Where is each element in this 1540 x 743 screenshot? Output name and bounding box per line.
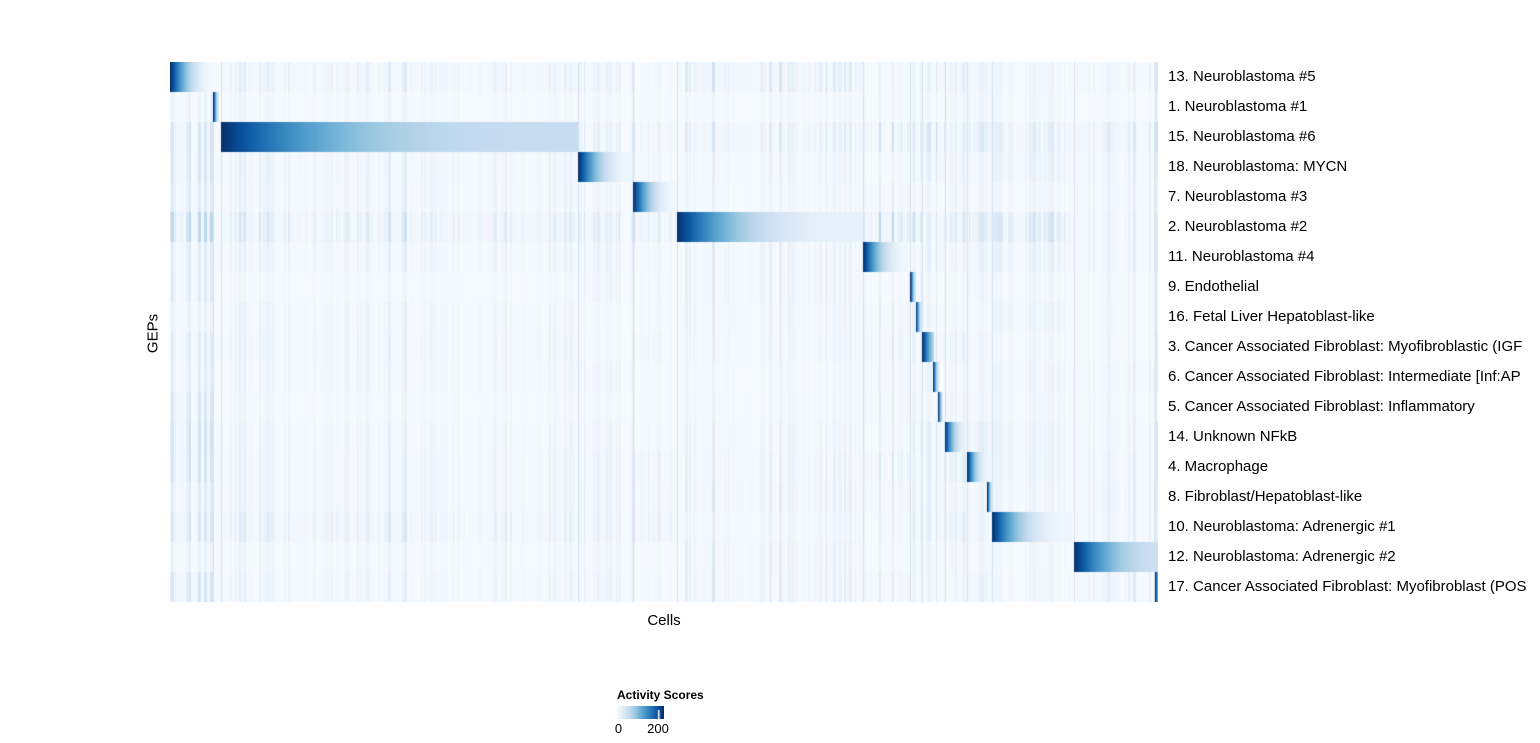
row-label: 16. Fetal Liver Hepatoblast-like xyxy=(1168,308,1375,325)
row-label: 10. Neuroblastoma: Adrenergic #1 xyxy=(1168,518,1396,535)
row-label: 17. Cancer Associated Fibroblast: Myofib… xyxy=(1168,578,1527,595)
row-label: 7. Neuroblastoma #3 xyxy=(1168,188,1308,205)
row-label: 9. Endothelial xyxy=(1168,278,1259,295)
activity-scores-legend: Activity Scores 0 200 xyxy=(614,688,737,743)
row-label: 2. Neuroblastoma #2 xyxy=(1168,218,1308,235)
legend-tick-max: 200 xyxy=(647,721,669,736)
row-label: 3. Cancer Associated Fibroblast: Myofibr… xyxy=(1168,338,1523,355)
x-axis-label: Cells xyxy=(647,612,681,629)
row-label: 5. Cancer Associated Fibroblast: Inflamm… xyxy=(1168,398,1475,415)
legend-tick-min: 0 xyxy=(614,721,623,736)
row-label: 15. Neuroblastoma #6 xyxy=(1168,128,1316,145)
row-label: 11. Neuroblastoma #4 xyxy=(1168,248,1315,265)
row-label: 12. Neuroblastoma: Adrenergic #2 xyxy=(1168,548,1396,565)
row-labels: 13. Neuroblastoma #5 1. Neuroblastoma #1 1… xyxy=(1168,62,1540,602)
y-axis-label: GEPs xyxy=(144,313,162,354)
row-label: 14. Unknown NFkB xyxy=(1168,428,1298,445)
row-label: 4. Macrophage xyxy=(1168,458,1269,475)
row-label: 13. Neuroblastoma #5 xyxy=(1168,68,1316,85)
legend-title: Activity Scores xyxy=(617,688,704,702)
heatmap-canvas xyxy=(170,62,1158,602)
legend-ticks: 0 200 xyxy=(614,721,669,737)
legend-colorbar xyxy=(617,706,664,719)
row-label: 18. Neuroblastoma: MYCN xyxy=(1168,158,1348,175)
row-label: 6. Cancer Associated Fibroblast: Interme… xyxy=(1168,368,1521,385)
row-label: 8. Fibroblast/Hepatoblast-like xyxy=(1168,488,1363,505)
row-label: 1. Neuroblastoma #1 xyxy=(1168,98,1308,115)
